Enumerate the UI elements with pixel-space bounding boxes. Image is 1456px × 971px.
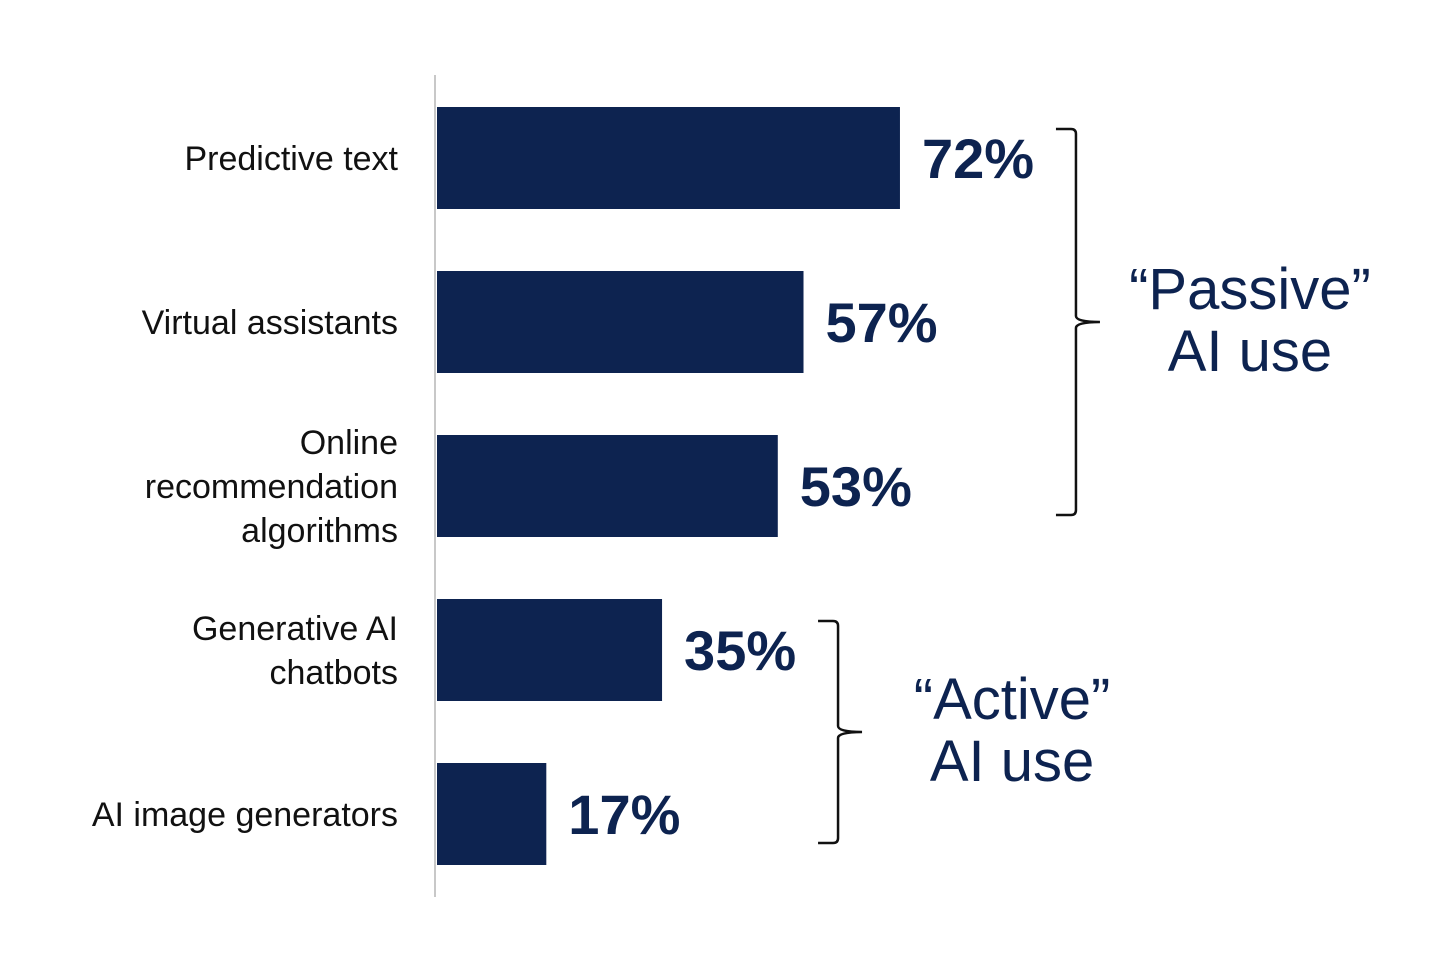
- group-label: “Active” AI use: [914, 667, 1111, 794]
- value-label: 72%: [922, 127, 1034, 190]
- bar: [437, 763, 547, 865]
- bars-layer: [437, 107, 900, 865]
- bar: [437, 271, 804, 373]
- group-bracket: [818, 619, 863, 845]
- bar: [437, 435, 778, 537]
- value-label: 17%: [568, 783, 680, 846]
- value-label: 57%: [826, 291, 938, 354]
- category-label: AI image generators: [92, 796, 398, 834]
- group-bracket: [1055, 127, 1100, 517]
- value-label: 35%: [684, 619, 796, 682]
- bar: [437, 599, 663, 701]
- group-label: “Passive” AI use: [1129, 257, 1371, 384]
- bar: [437, 107, 900, 209]
- group-brackets-layer: “Passive” AI use “Active” AI use: [818, 127, 1371, 845]
- category-label: Generative AI chatbots: [192, 610, 398, 692]
- labels-layer: 72% Predictive text 57% Virtual assistants 5…: [92, 127, 1034, 846]
- category-label: Online recommendation algorithms: [145, 424, 398, 550]
- category-label: Predictive text: [184, 140, 398, 178]
- category-label: Virtual assistants: [142, 304, 398, 342]
- value-label: 53%: [800, 455, 912, 518]
